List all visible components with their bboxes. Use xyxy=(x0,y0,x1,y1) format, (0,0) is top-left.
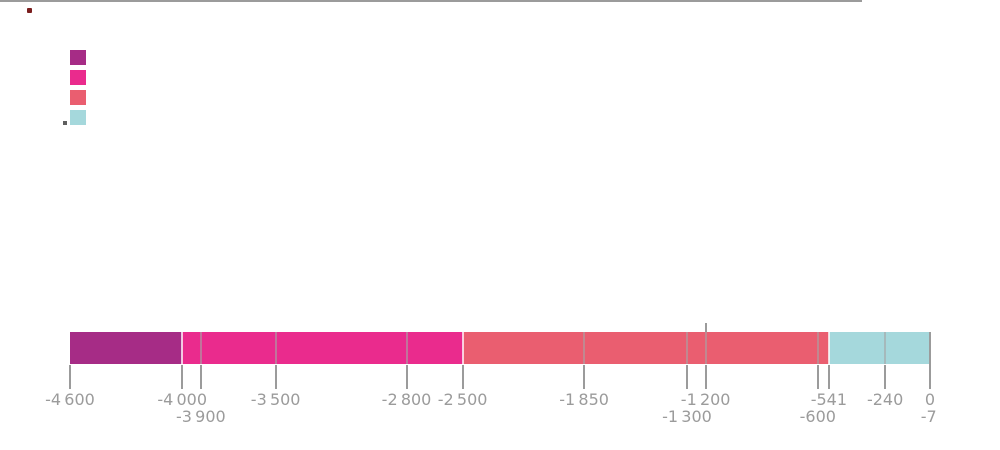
bar-segment-3[interactable] xyxy=(462,332,829,364)
bar-gridline xyxy=(816,332,819,364)
bar-gridline xyxy=(583,332,586,364)
segment-separator xyxy=(827,332,830,364)
tick-label: -1 850 xyxy=(559,390,609,409)
tick-label: -3 500 xyxy=(250,390,301,409)
axis-tick xyxy=(69,365,71,389)
tick-label: -7 xyxy=(920,407,937,426)
axis-tick xyxy=(181,365,184,389)
axis-tick xyxy=(274,365,277,389)
segment-separator xyxy=(461,332,464,364)
tick-label: -4 000 xyxy=(157,390,208,409)
legend-swatch-2[interactable] xyxy=(70,70,86,85)
x-axis-line xyxy=(0,0,862,2)
annotation-line xyxy=(704,323,707,332)
axis-tick xyxy=(199,365,202,389)
bar-gridline xyxy=(704,332,707,364)
axis-tick xyxy=(461,365,464,389)
bar-gridline xyxy=(405,332,408,364)
axis-tick xyxy=(884,365,887,389)
tick-label: -2 500 xyxy=(437,390,488,409)
segment-separator xyxy=(181,332,184,364)
bar-gridline xyxy=(685,332,688,364)
axis-tick xyxy=(704,365,707,389)
tick-label: -1 300 xyxy=(662,407,712,426)
axis-tick xyxy=(583,365,586,389)
tick-label: -2 800 xyxy=(381,390,432,409)
tick-label: -541 xyxy=(810,390,847,409)
bar-gridline xyxy=(274,332,277,364)
axis-tick xyxy=(405,365,408,389)
axis-tick xyxy=(827,365,830,389)
red-dot-artifact xyxy=(27,8,32,13)
tick-label: -3 900 xyxy=(176,407,226,426)
axis-tick xyxy=(816,365,819,389)
bar-gridline xyxy=(199,332,202,364)
bar-gridline xyxy=(884,332,887,364)
edge-line xyxy=(929,332,931,389)
legend-swatch-3[interactable] xyxy=(70,90,86,105)
bar-segment-1[interactable] xyxy=(70,332,183,364)
tick-label: -600 xyxy=(799,407,836,426)
tick-label: -240 xyxy=(866,390,904,409)
tick-label: -4 600 xyxy=(45,390,95,409)
bar-segment-4[interactable] xyxy=(828,332,930,364)
bar-segment-2[interactable] xyxy=(182,332,463,364)
legend-corner-artifact xyxy=(63,121,67,125)
legend-swatch-1[interactable] xyxy=(70,50,86,65)
timeline-plot: -4 600 -4 000 -3 900 -3 500 -2 800 -2 500 -1 8… xyxy=(0,0,937,425)
tick-label: 0 xyxy=(924,390,936,409)
legend-swatch-4[interactable] xyxy=(70,110,86,125)
tick-label: -1 200 xyxy=(680,390,731,409)
axis-tick xyxy=(685,365,688,389)
